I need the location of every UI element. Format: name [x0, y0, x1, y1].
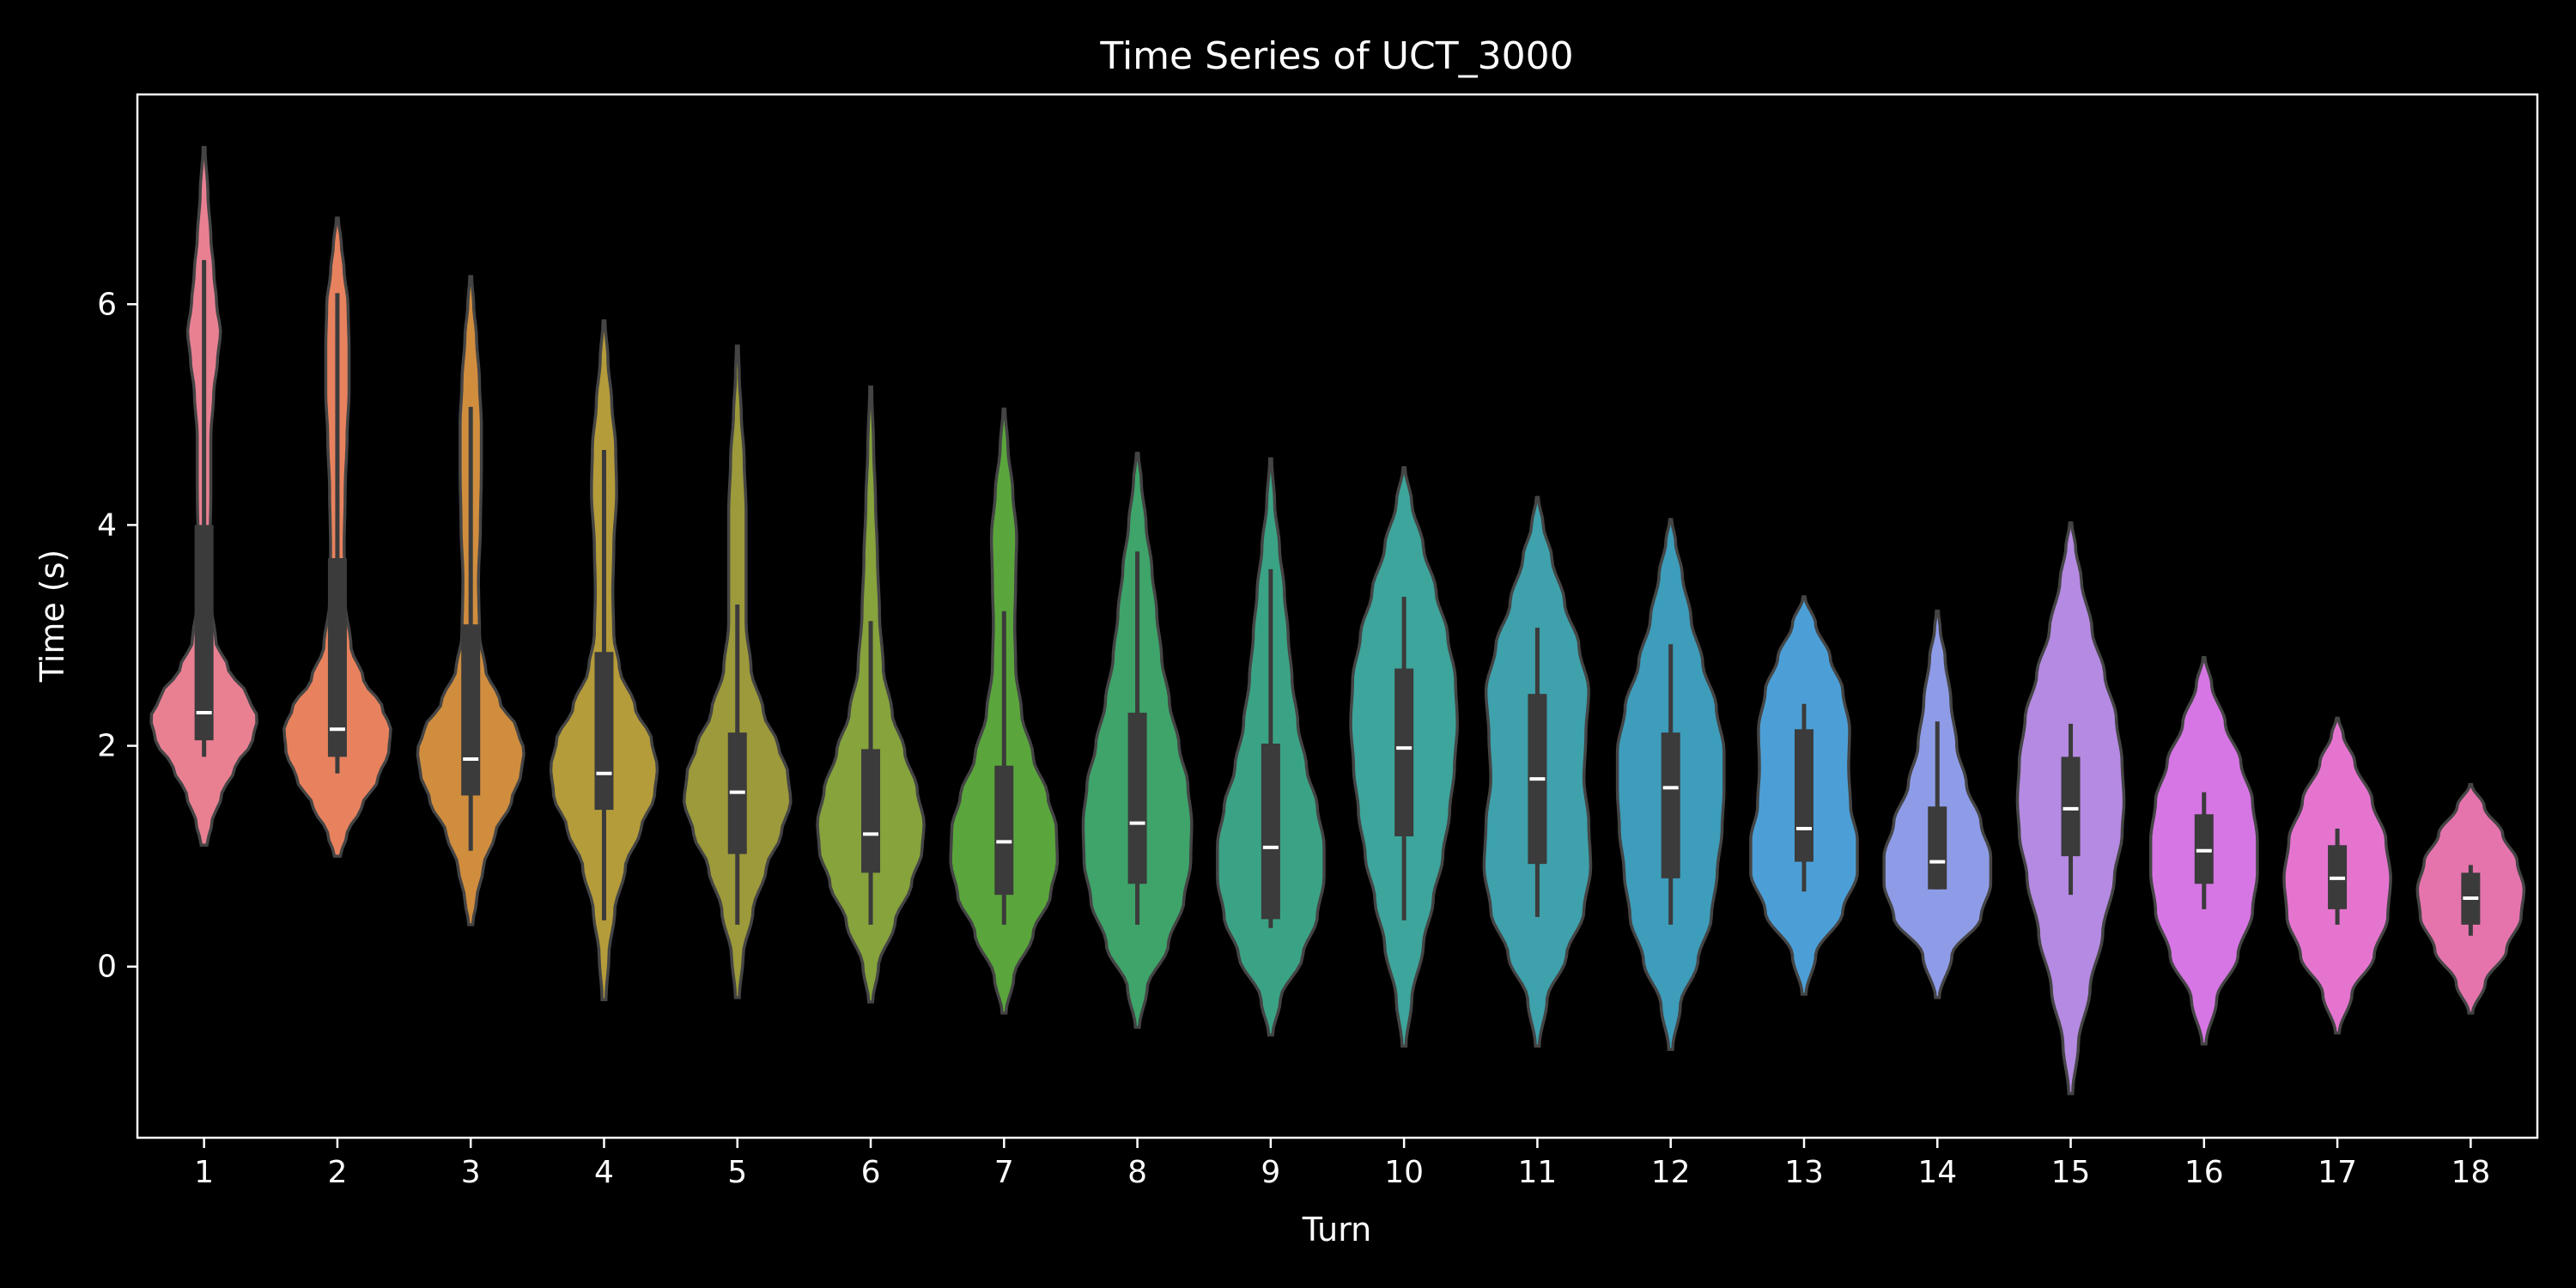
violin-turn-3	[416, 275, 526, 927]
violin-turn-18	[2415, 782, 2526, 1015]
violin-turn-9	[1216, 457, 1326, 1037]
violins-layer	[149, 145, 2526, 1096]
x-tick-label: 6	[861, 1155, 881, 1190]
violin-turn-11	[1482, 495, 1593, 1048]
x-tick-label: 10	[1384, 1155, 1424, 1190]
violin-iqr-box	[461, 624, 481, 796]
y-tick-label: 6	[97, 287, 117, 322]
violin-iqr-box	[594, 652, 614, 811]
violin-turn-13	[1749, 595, 1859, 996]
x-tick-label: 16	[2184, 1155, 2224, 1190]
x-tick-label: 3	[461, 1155, 481, 1190]
violin-turn-1	[149, 145, 258, 848]
y-tick-label: 2	[97, 729, 117, 764]
violin-iqr-box	[1794, 729, 1814, 862]
violin-iqr-box	[327, 558, 347, 757]
chart-title: Time Series of UCT_3000	[1099, 34, 1573, 78]
x-tick-label: 15	[2051, 1155, 2091, 1190]
violin-iqr-box	[1261, 744, 1280, 920]
x-tick-label: 1	[194, 1155, 214, 1190]
violin-turn-14	[1882, 609, 1993, 999]
violin-turn-2	[283, 216, 392, 858]
violin-iqr-box	[194, 525, 214, 741]
violin-turn-4	[549, 319, 659, 1002]
x-tick-label: 14	[1917, 1155, 1957, 1190]
x-tick-label: 9	[1261, 1155, 1280, 1190]
x-tick-label: 18	[2451, 1155, 2490, 1190]
violin-turn-5	[682, 344, 793, 999]
violin-iqr-box	[1928, 806, 1947, 890]
violin-iqr-box	[861, 749, 881, 873]
y-axis-label: Time (s)	[33, 550, 71, 683]
x-axis: 1 2 3 4 5 6 7 8 9 10 11 12 13 14 15 16 17 18	[194, 1138, 2490, 1190]
violin-iqr-box	[1394, 668, 1414, 836]
violin-turn-8	[1081, 452, 1194, 1030]
x-tick-label: 13	[1784, 1155, 1824, 1190]
violin-turn-12	[1615, 518, 1726, 1051]
y-axis: 0 2 4 6	[97, 287, 137, 985]
violin-turn-17	[2282, 716, 2392, 1035]
x-axis-label: Turn	[1302, 1211, 1372, 1249]
x-tick-label: 8	[1127, 1155, 1147, 1190]
y-tick-label: 0	[97, 950, 117, 985]
x-tick-label: 5	[727, 1155, 747, 1190]
violin-iqr-box	[2061, 756, 2081, 857]
violin-turn-6	[816, 385, 926, 1004]
y-tick-label: 4	[97, 507, 117, 543]
violin-iqr-box	[1661, 732, 1680, 878]
x-tick-label: 17	[2318, 1155, 2357, 1190]
violin-turn-15	[2015, 521, 2126, 1096]
violin-iqr-box	[1127, 713, 1147, 884]
x-tick-label: 11	[1518, 1155, 1558, 1190]
violin-turn-16	[2148, 655, 2259, 1046]
violin-iqr-box	[994, 765, 1014, 896]
x-tick-label: 7	[994, 1155, 1014, 1190]
x-tick-label: 12	[1651, 1155, 1691, 1190]
x-tick-label: 4	[594, 1155, 614, 1190]
violin-turn-7	[949, 407, 1060, 1015]
x-tick-label: 2	[327, 1155, 347, 1190]
violin-turn-10	[1349, 465, 1459, 1048]
plot-frame	[136, 93, 2539, 1139]
